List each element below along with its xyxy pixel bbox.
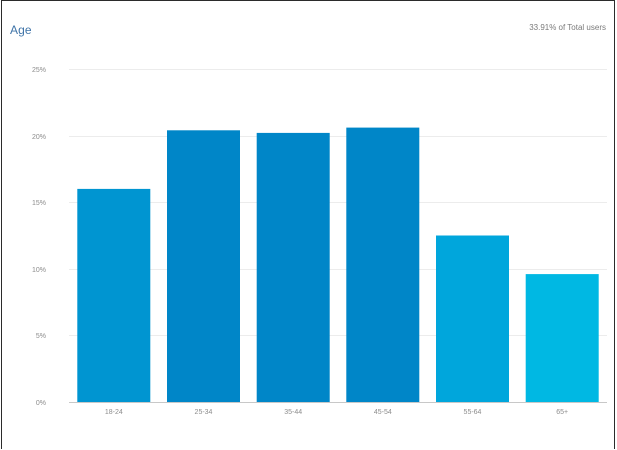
bar-45-54 bbox=[346, 127, 420, 402]
y-tick-label: 0% bbox=[36, 400, 46, 407]
bar-25-34 bbox=[167, 130, 240, 403]
y-tick-label: 20% bbox=[32, 134, 46, 141]
x-tick-label: 55-64 bbox=[464, 409, 482, 416]
chart-title: Age bbox=[10, 23, 32, 37]
x-tick-label: 35-44 bbox=[284, 409, 302, 416]
share-of-total-users: 33.91% of Total users bbox=[529, 23, 606, 32]
bar-55-64 bbox=[436, 235, 509, 402]
y-tick-label: 25% bbox=[32, 67, 46, 74]
bar-18-24 bbox=[77, 188, 151, 402]
y-tick-label: 5% bbox=[36, 333, 46, 340]
bar-35-44 bbox=[256, 132, 330, 402]
x-tick-label: 25-34 bbox=[195, 409, 213, 416]
y-tick-label: 15% bbox=[32, 200, 46, 207]
x-tick-label: 65+ bbox=[556, 409, 568, 416]
bar-65+ bbox=[525, 274, 599, 402]
x-tick-label: 45-54 bbox=[374, 409, 392, 416]
x-tick-label: 18-24 bbox=[105, 409, 123, 416]
y-tick-label: 10% bbox=[32, 267, 46, 274]
